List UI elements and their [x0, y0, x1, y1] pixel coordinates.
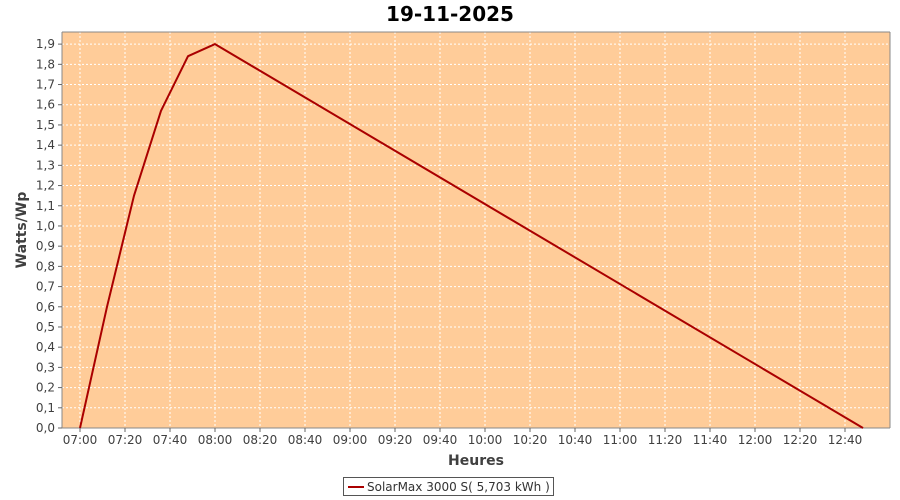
- x-tick-label: 08:20: [243, 433, 278, 447]
- x-tick-label: 07:20: [108, 433, 143, 447]
- y-tick-label: 1,1: [36, 199, 55, 213]
- x-tick-label: 09:00: [333, 433, 368, 447]
- y-tick-label: 0,9: [36, 239, 55, 253]
- x-tick-label: 10:00: [468, 433, 503, 447]
- y-tick-label: 0,4: [36, 340, 55, 354]
- y-tick-label: 1,2: [36, 179, 55, 193]
- legend-swatch: [348, 485, 364, 488]
- y-tick-label: 0,5: [36, 320, 55, 334]
- legend: SolarMax 3000 S( 5,703 kWh ): [343, 477, 554, 496]
- y-tick-label: 0,3: [36, 360, 55, 374]
- y-tick-label: 0,8: [36, 259, 55, 273]
- x-tick-label: 08:00: [198, 433, 233, 447]
- x-tick-label: 09:20: [378, 433, 413, 447]
- y-tick-label: 1,0: [36, 219, 55, 233]
- x-axis-label: Heures: [448, 453, 504, 469]
- y-tick-label: 1,6: [36, 98, 55, 112]
- series-line: [79, 43, 864, 429]
- x-axis-ticks: 07:00 07:20 07:40 08:00 08:20 08:40 09:00 09:20…: [63, 428, 863, 447]
- y-axis-label: Watts/Wp: [14, 192, 30, 269]
- chart-title: 19-11-2025: [386, 2, 514, 26]
- y-axis-ticks: 0,0 0,1 0,2 0,3 0,4 0,5 0,6 0,7 0,8 0,9 1,0 1,1 1,2 1…: [36, 37, 62, 435]
- x-tick-label: 12:40: [828, 433, 863, 447]
- x-tick-label: 10:20: [513, 433, 548, 447]
- plot-area: [62, 32, 890, 428]
- x-tick-label: 12:00: [738, 433, 773, 447]
- y-tick-label: 0,1: [36, 401, 55, 415]
- x-tick-label: 07:00: [63, 433, 98, 447]
- series-lines: [79, 43, 864, 429]
- y-tick-label: 1,8: [36, 57, 55, 71]
- x-tick-label: 10:40: [558, 433, 593, 447]
- axes: [61, 31, 891, 429]
- y-tick-label: 1,3: [36, 158, 55, 172]
- y-tick-label: 1,5: [36, 118, 55, 132]
- x-tick-label: 11:40: [693, 433, 728, 447]
- y-tick-label: 1,4: [36, 138, 55, 152]
- y-tick-label: 0,6: [36, 300, 55, 314]
- y-tick-label: 1,7: [36, 78, 55, 92]
- x-tick-label: 08:40: [288, 433, 323, 447]
- x-tick-label: 11:20: [648, 433, 683, 447]
- x-tick-label: 07:40: [153, 433, 188, 447]
- y-tick-label: 0,2: [36, 381, 55, 395]
- x-tick-label: 09:40: [423, 433, 458, 447]
- x-tick-label: 12:20: [783, 433, 818, 447]
- x-tick-label: 11:00: [603, 433, 638, 447]
- y-tick-label: 1,9: [36, 37, 55, 51]
- legend-label: SolarMax 3000 S( 5,703 kWh ): [367, 479, 550, 494]
- y-tick-label: 0,0: [36, 421, 55, 435]
- grid-lines: [62, 32, 890, 428]
- y-tick-label: 0,7: [36, 280, 55, 294]
